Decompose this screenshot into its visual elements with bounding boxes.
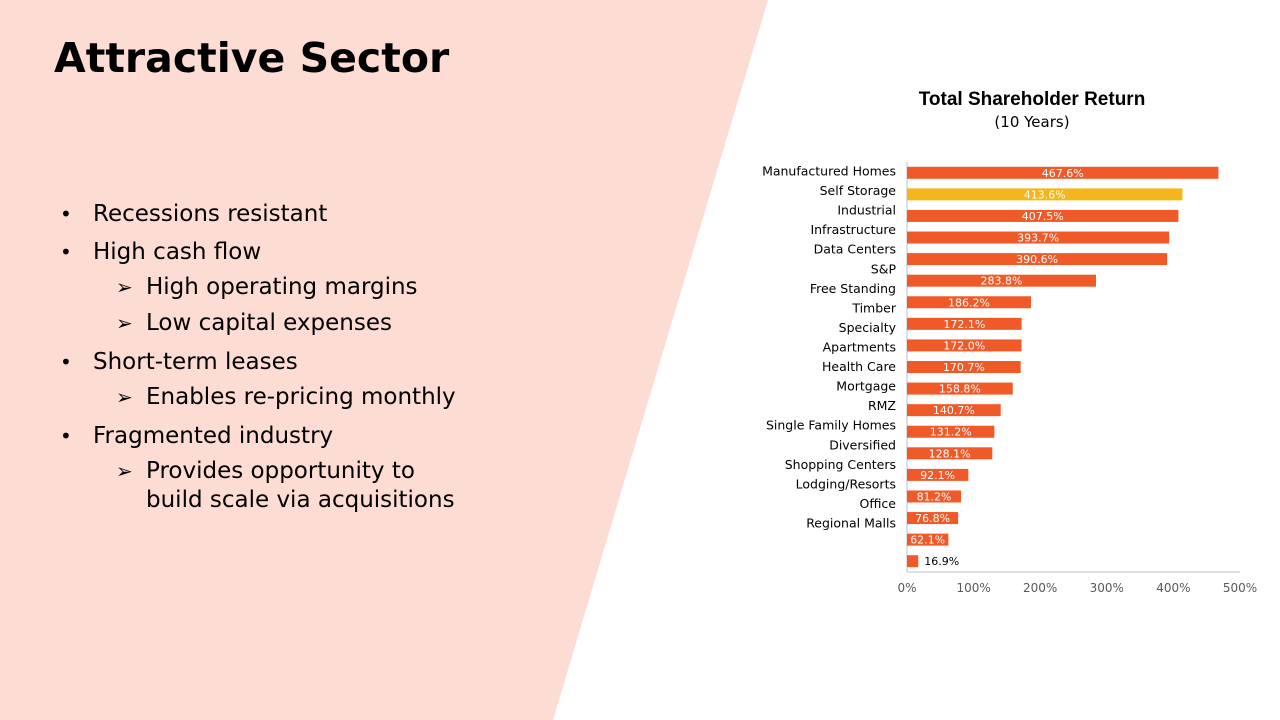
category-label: Timber bbox=[851, 300, 897, 315]
bar-value-label: 407.5% bbox=[1022, 210, 1064, 223]
bar-value-label: 283.8% bbox=[981, 275, 1023, 288]
sub-bullet-text: Low capital expenses bbox=[146, 310, 392, 336]
category-label: Mortgage bbox=[836, 379, 896, 394]
bar bbox=[907, 188, 1183, 201]
bar-value-label: 393.7% bbox=[1017, 232, 1059, 245]
sub-bullet-item: ➢ High operating margins bbox=[93, 273, 456, 302]
arrow-bullet-icon: ➢ bbox=[116, 275, 133, 299]
x-tick-label: 200% bbox=[1023, 581, 1057, 595]
bullet-text: Short-term leases bbox=[93, 349, 298, 375]
sub-bullet-text: High operating margins bbox=[146, 274, 418, 300]
bar bbox=[907, 382, 1013, 395]
bar bbox=[907, 339, 1022, 352]
bullet-text: High cash flow bbox=[93, 239, 262, 265]
sub-bullet-list: ➢ High operating margins ➢ Low capital expe… bbox=[93, 273, 456, 338]
category-label: S&P bbox=[871, 261, 897, 276]
bullet-dot-icon: • bbox=[60, 350, 72, 374]
category-label: Industrial bbox=[837, 203, 896, 218]
bar-value-label: 186.2% bbox=[948, 296, 990, 309]
pink-panel-shape bbox=[0, 0, 768, 720]
bar-value-label: 172.0% bbox=[943, 339, 985, 352]
bullet-dot-icon: • bbox=[60, 240, 72, 264]
category-label: Apartments bbox=[823, 340, 896, 355]
category-label: Free Standing bbox=[810, 281, 896, 296]
bar bbox=[907, 512, 959, 525]
bullet-item: • Short-term leases ➢ Enables re-pricing mo… bbox=[60, 348, 456, 412]
bar-value-label: 92.1% bbox=[920, 469, 955, 482]
category-label: Diversified bbox=[829, 437, 896, 452]
bar-value-label: 128.1% bbox=[929, 447, 971, 460]
bullet-text: Fragmented industry bbox=[93, 423, 334, 449]
sub-bullet-item: ➢ Low capital expenses bbox=[93, 309, 456, 338]
bar-value-label: 390.6% bbox=[1016, 253, 1058, 266]
bar bbox=[907, 274, 1097, 287]
category-label: Lodging/Resorts bbox=[796, 476, 896, 491]
x-tick-label: 100% bbox=[956, 581, 990, 595]
sub-bullet-item: ➢ Provides opportunity to build scale via… bbox=[93, 457, 456, 515]
bar bbox=[907, 231, 1170, 244]
category-label: Self Storage bbox=[820, 183, 897, 198]
category-label: Infrastructure bbox=[810, 222, 896, 237]
bar bbox=[907, 296, 1032, 309]
x-tick-label: 300% bbox=[1090, 581, 1124, 595]
bar bbox=[907, 361, 1021, 373]
bullet-list: • Recessions resistant • High cash flow ➢ Hig… bbox=[60, 200, 456, 525]
sub-bullet-list: ➢ Provides opportunity to build scale via… bbox=[93, 457, 456, 515]
category-label: Health Care bbox=[822, 359, 896, 374]
category-label: RMZ bbox=[868, 398, 896, 413]
arrow-bullet-icon: ➢ bbox=[116, 459, 133, 483]
bullet-dot-icon: • bbox=[60, 424, 72, 448]
chart-title-block: Total Shareholder Return (10 Years) bbox=[902, 89, 1162, 133]
bar-value-label: 76.8% bbox=[915, 512, 950, 525]
bullet-text: Recessions resistant bbox=[93, 201, 328, 227]
bullet-item: • Fragmented industry ➢ Provides opportunit… bbox=[60, 422, 456, 515]
chart-subtitle: (10 Years) bbox=[994, 113, 1070, 131]
bullet-dot-icon: • bbox=[60, 202, 72, 226]
sub-bullet-list: ➢ Enables re-pricing monthly bbox=[93, 383, 456, 412]
bar-value-label: 81.2% bbox=[917, 490, 952, 503]
bar-value-label: 131.2% bbox=[930, 426, 972, 439]
category-label: Single Family Homes bbox=[766, 418, 896, 433]
category-label: Manufactured Homes bbox=[762, 164, 896, 179]
category-label: Data Centers bbox=[814, 242, 896, 257]
bar bbox=[907, 404, 1001, 417]
bar-value-label: 172.1% bbox=[943, 318, 985, 331]
sub-bullet-text: Enables re-pricing monthly bbox=[146, 384, 456, 410]
x-tick-label: 500% bbox=[1223, 581, 1257, 595]
bar-value-label: 170.7% bbox=[943, 361, 985, 374]
bar-value-label: 467.6% bbox=[1042, 167, 1084, 180]
category-label: Office bbox=[860, 496, 897, 511]
bar bbox=[907, 166, 1219, 179]
bar bbox=[907, 468, 969, 481]
bar-value-label: 140.7% bbox=[933, 404, 975, 417]
category-label: Shopping Centers bbox=[785, 457, 896, 472]
bullet-item: • Recessions resistant bbox=[60, 200, 456, 228]
arrow-bullet-icon: ➢ bbox=[116, 311, 133, 335]
arrow-bullet-icon: ➢ bbox=[116, 385, 133, 409]
bullet-item: • High cash flow ➢ High operating margins ➢ L… bbox=[60, 238, 456, 338]
chart-title: Total Shareholder Return bbox=[918, 89, 1146, 110]
sub-bullet-text: Provides opportunity to build scale via … bbox=[146, 458, 455, 513]
slide-title: Attractive Sector bbox=[54, 34, 450, 82]
bar-value-label: 62.1% bbox=[910, 534, 945, 547]
bar bbox=[907, 490, 962, 503]
sub-bullet-item: ➢ Enables re-pricing monthly bbox=[93, 383, 456, 412]
bar-value-label: 158.8% bbox=[939, 383, 981, 396]
bar bbox=[907, 317, 1022, 330]
category-label: Specialty bbox=[839, 320, 897, 335]
category-label: Regional Malls bbox=[806, 516, 896, 531]
bar-value-label: 413.6% bbox=[1024, 188, 1066, 201]
x-tick-label: 400% bbox=[1156, 581, 1190, 595]
bar bbox=[907, 209, 1179, 222]
bar-value-label: 16.9% bbox=[924, 555, 959, 568]
bar bbox=[907, 253, 1168, 266]
x-tick-label: 0% bbox=[897, 581, 916, 595]
bar bbox=[907, 555, 919, 568]
bar bbox=[907, 447, 993, 460]
bar bbox=[907, 533, 949, 546]
bar bbox=[907, 425, 995, 438]
